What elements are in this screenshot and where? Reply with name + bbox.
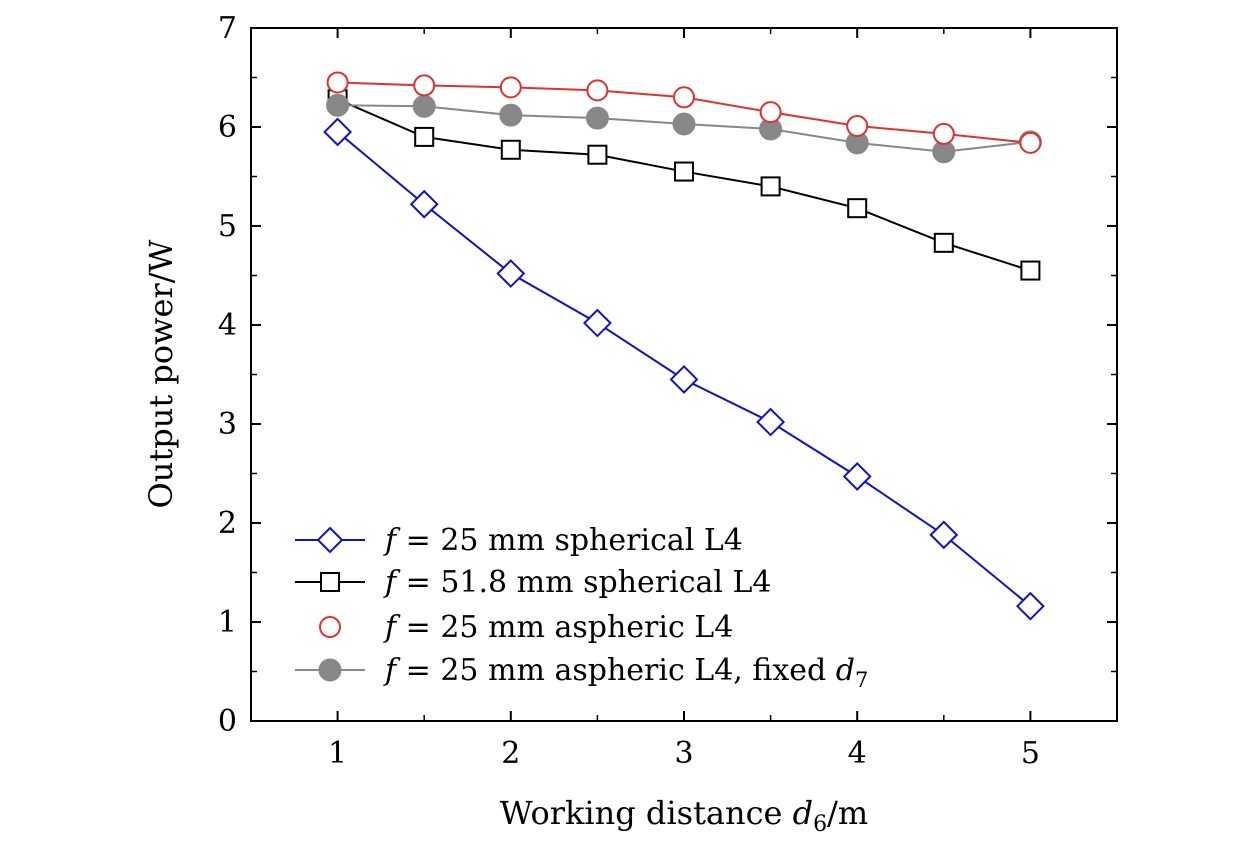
x-tick-label: 4: [848, 736, 867, 771]
data-point: [847, 198, 868, 219]
series-3: [326, 71, 1042, 154]
x-axis-title: Working distance d6/m: [500, 794, 869, 837]
y-tick-label: 3: [218, 407, 237, 442]
data-point: [929, 520, 959, 550]
x-axis-title-subscript: 6: [813, 812, 827, 837]
axis-ticks: [251, 27, 1117, 722]
axis-tick-labels: 0 1 2 3 4 5 6 7 1 2 3 4 5: [218, 11, 1040, 771]
x-tick-label: 2: [501, 736, 520, 771]
legend-label-aspheric-fixed: f = 25 mm aspheric L4, fixed d7: [383, 653, 868, 692]
y-tick-label: 1: [218, 605, 237, 640]
data-point: [413, 74, 436, 97]
legend-entry-spherical-25: f = 25 mm spherical L4: [295, 523, 743, 558]
legend-label-spherical-25: f = 25 mm spherical L4: [383, 523, 743, 558]
data-point: [759, 101, 782, 124]
data-point: [933, 232, 954, 253]
legend-marker-open-circle: [319, 616, 341, 638]
y-tick-label: 2: [218, 506, 237, 541]
legend-label-aspheric-25: f = 25 mm aspheric L4: [383, 610, 733, 645]
y-tick-label: 4: [218, 308, 237, 343]
data-point: [409, 189, 439, 219]
y-tick-label: 7: [218, 11, 237, 46]
legend-marker-filled-circle: [318, 658, 342, 682]
series-2: [327, 89, 1041, 281]
data-point: [500, 139, 521, 160]
legend-marker-diamond: [316, 526, 344, 554]
legend-text: = 25 mm aspheric L4, fixed: [396, 653, 836, 688]
data-point: [1020, 260, 1041, 281]
data-point: [323, 117, 353, 147]
data-point: [412, 94, 436, 118]
legend-label-spherical-51-8: f = 51.8 mm spherical L4: [383, 565, 772, 600]
legend-text: = 51.8 mm spherical L4: [396, 565, 771, 600]
data-point: [326, 71, 349, 94]
data-point: [673, 86, 695, 109]
y-axis-title: Output power/W: [142, 239, 180, 508]
legend-entry-aspheric-fixed: f = 25 mm aspheric L4, fixed d7: [295, 653, 868, 692]
data-point: [582, 308, 612, 338]
data-point: [414, 126, 435, 147]
data-point: [672, 112, 696, 136]
data-point: [499, 76, 522, 99]
data-series: [323, 71, 1045, 621]
x-tick-label: 5: [1021, 736, 1040, 771]
data-point: [1019, 131, 1042, 154]
data-point: [932, 122, 955, 145]
data-point: [674, 161, 694, 182]
y-tick-label: 5: [218, 209, 237, 244]
data-point: [842, 462, 872, 491]
data-point: [496, 259, 526, 288]
x-tick-label: 1: [328, 736, 347, 771]
data-point: [587, 144, 608, 165]
data-point: [499, 103, 523, 127]
data-point: [760, 176, 781, 197]
series-1: [323, 117, 1045, 621]
legend-marker-square: [320, 572, 340, 592]
data-point: [585, 106, 609, 130]
x-axis-title-main: Working distance: [500, 794, 793, 832]
x-axis-title-unit: /m: [827, 794, 868, 832]
legend-text: = 25 mm spherical L4: [396, 523, 743, 558]
y-tick-label: 0: [218, 704, 237, 739]
data-point: [326, 93, 350, 117]
data-point: [1015, 591, 1045, 621]
data-point: [846, 115, 869, 138]
y-tick-label: 6: [218, 110, 237, 145]
x-axis-title-variable: d: [793, 794, 813, 832]
data-point: [669, 365, 699, 394]
data-point: [756, 407, 786, 437]
legend-var-d: d: [836, 653, 855, 688]
legend: f = 25 mm spherical L4 f = 51.8 mm spher…: [295, 523, 868, 692]
legend-entry-aspheric-25: f = 25 mm aspheric L4: [319, 610, 733, 645]
legend-entry-spherical-51-8: f = 51.8 mm spherical L4: [295, 565, 772, 600]
legend-text: = 25 mm aspheric L4: [396, 610, 733, 645]
x-tick-label: 3: [674, 736, 693, 771]
legend-subscript: 7: [855, 668, 868, 692]
data-point: [586, 79, 609, 102]
